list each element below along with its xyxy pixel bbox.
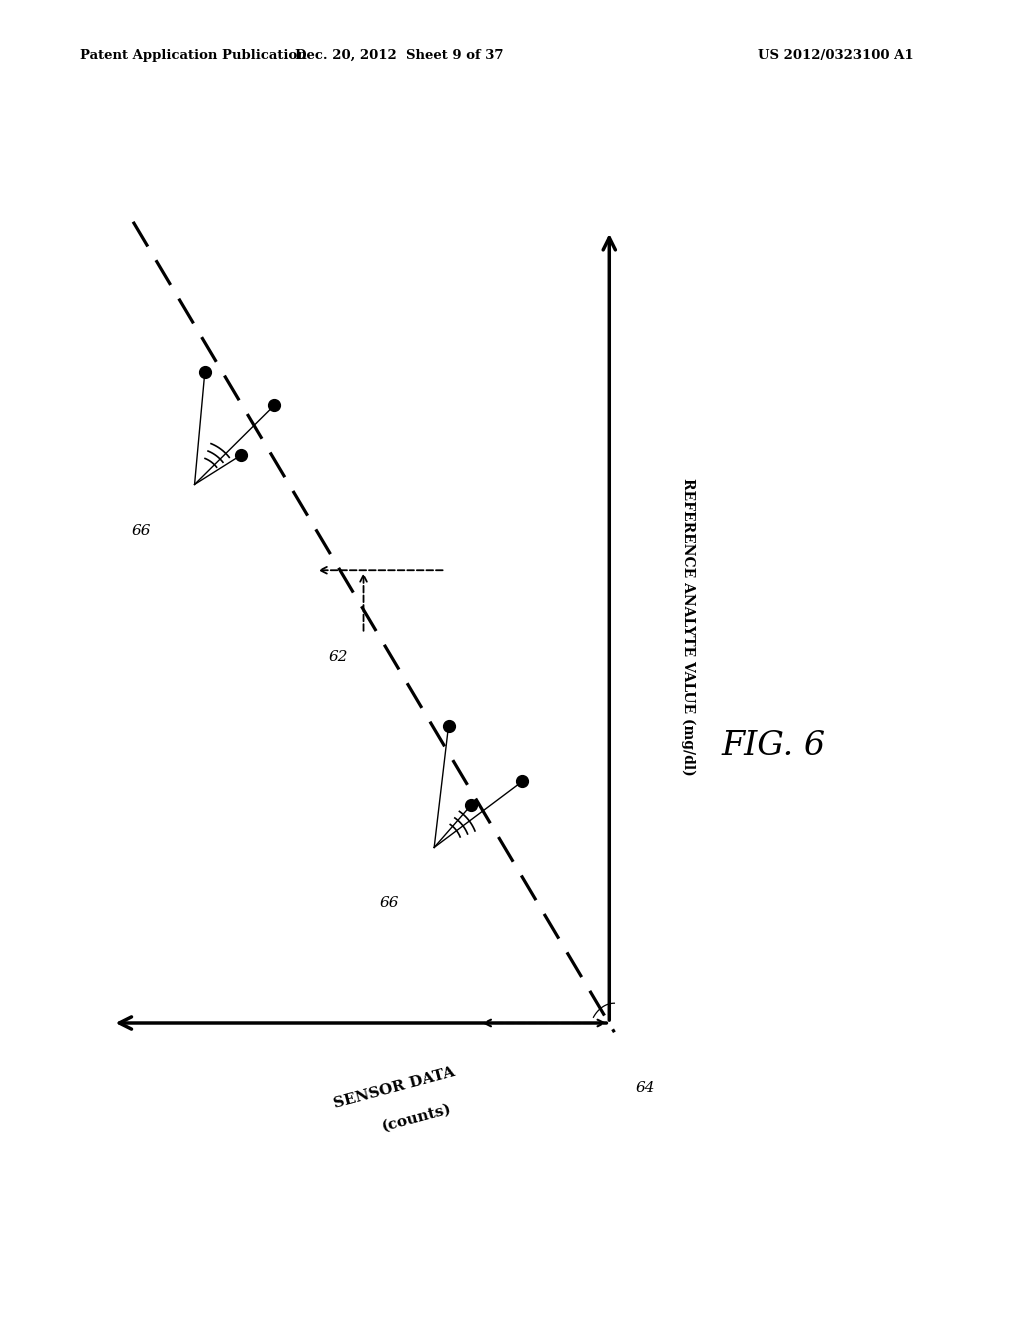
Text: 62: 62 xyxy=(328,651,348,664)
Text: 64: 64 xyxy=(635,1081,655,1094)
Text: 66: 66 xyxy=(131,524,152,537)
Text: 66: 66 xyxy=(379,896,399,909)
Text: SENSOR DATA: SENSOR DATA xyxy=(332,1065,457,1110)
Text: US 2012/0323100 A1: US 2012/0323100 A1 xyxy=(758,49,913,62)
Text: REFERENCE ANALYTE VALUE (mg/dl): REFERENCE ANALYTE VALUE (mg/dl) xyxy=(681,478,695,776)
Text: Patent Application Publication: Patent Application Publication xyxy=(80,49,306,62)
Text: Dec. 20, 2012  Sheet 9 of 37: Dec. 20, 2012 Sheet 9 of 37 xyxy=(295,49,504,62)
Text: FIG. 6: FIG. 6 xyxy=(721,730,825,762)
Text: (counts): (counts) xyxy=(380,1102,454,1134)
